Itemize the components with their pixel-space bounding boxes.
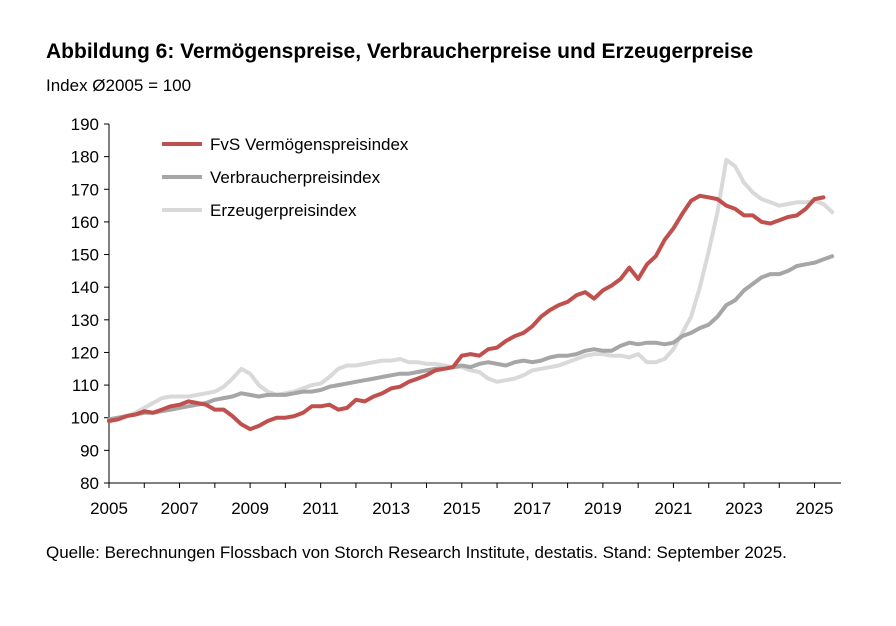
x-tick-label: 2015 (443, 499, 481, 518)
chart-title: Abbildung 6: Vermögenspreise, Verbrauche… (46, 40, 754, 63)
x-tick-label: 2017 (513, 499, 551, 518)
source-note: Quelle: Berechnungen Flossbach von Storc… (46, 543, 787, 562)
legend-label: FvS Vermögenspreisindex (210, 135, 409, 154)
chart-subtitle: Index Ø2005 = 100 (46, 76, 192, 95)
x-tick-label: 2009 (231, 499, 269, 518)
y-tick-label: 110 (72, 376, 99, 395)
y-tick-label: 90 (80, 441, 99, 460)
series-line-2 (107, 254, 835, 422)
x-tick-label: 2005 (90, 499, 128, 518)
x-tick-label: 2013 (372, 499, 410, 518)
y-tick-label: 80 (80, 474, 99, 493)
legend-label: Erzeugerpreisindex (210, 201, 357, 220)
y-tick-label: 190 (71, 115, 99, 134)
x-tick-label: 2023 (725, 499, 763, 518)
series-line-3 (107, 157, 835, 423)
x-tick-label: 2007 (161, 499, 199, 518)
y-tick-label: 180 (71, 148, 99, 167)
series-line-1 (107, 193, 826, 432)
x-tick-label: 2021 (655, 499, 693, 518)
y-tick-label: 140 (71, 278, 99, 297)
x-tick-label: 2025 (796, 499, 834, 518)
x-tick-label: 2011 (302, 499, 339, 518)
x-tick-label: 2019 (584, 499, 622, 518)
y-tick-label: 120 (71, 343, 99, 362)
y-tick-label: 100 (71, 409, 99, 428)
legend-label: Verbraucherpreisindex (210, 168, 381, 187)
y-tick-label: 130 (71, 311, 99, 330)
y-tick-label: 150 (71, 246, 99, 265)
y-tick-label: 160 (71, 213, 99, 232)
y-tick-label: 170 (71, 180, 99, 199)
